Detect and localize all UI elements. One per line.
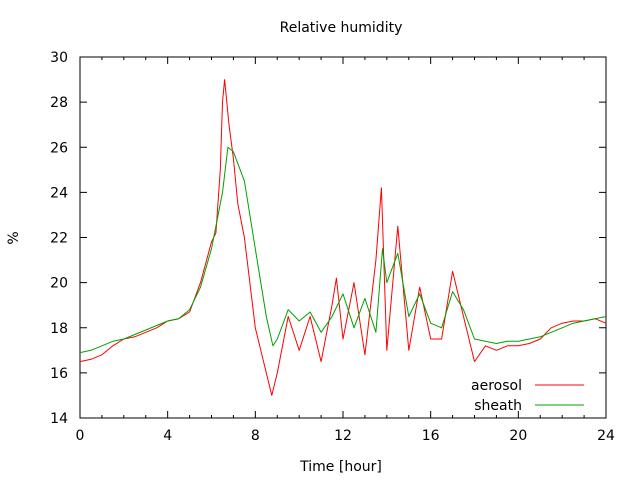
- x-tick-label: 20: [509, 428, 527, 444]
- x-tick-label: 12: [334, 428, 352, 444]
- plot-frame: [79, 56, 607, 419]
- y-tick-label: 22: [50, 231, 68, 247]
- x-tick-label: 8: [251, 428, 260, 444]
- series-layer: [79, 79, 607, 396]
- series-line-sheath: [79, 146, 607, 354]
- x-tick-label: 4: [163, 428, 172, 444]
- legend-label-sheath: sheath: [474, 398, 522, 414]
- y-tick-label: 30: [50, 50, 68, 66]
- y-tick-label: 18: [50, 321, 68, 337]
- y-tick-label: 24: [50, 185, 68, 201]
- chart-title: Relative humidity: [280, 20, 403, 36]
- y-axis-label: %: [6, 231, 22, 244]
- y-tick-label: 20: [50, 276, 68, 292]
- x-axis-label: Time [hour]: [299, 459, 382, 475]
- y-tick-label: 14: [50, 411, 68, 427]
- legend-label-aerosol: aerosol: [471, 378, 522, 394]
- y-tick-label: 26: [50, 140, 68, 156]
- legend: aerosol sheath: [471, 378, 584, 414]
- y-tick-label: 16: [50, 366, 68, 382]
- x-tick-label: 0: [76, 428, 85, 444]
- x-tick-label: 24: [597, 428, 615, 444]
- series-line-aerosol: [79, 79, 607, 396]
- axis-ticks: 0 4 8 12 16 20 24 14 16 18 20 22 24 26 28 30: [50, 50, 615, 444]
- y-tick-label: 28: [50, 95, 68, 111]
- x-tick-label: 16: [422, 428, 440, 444]
